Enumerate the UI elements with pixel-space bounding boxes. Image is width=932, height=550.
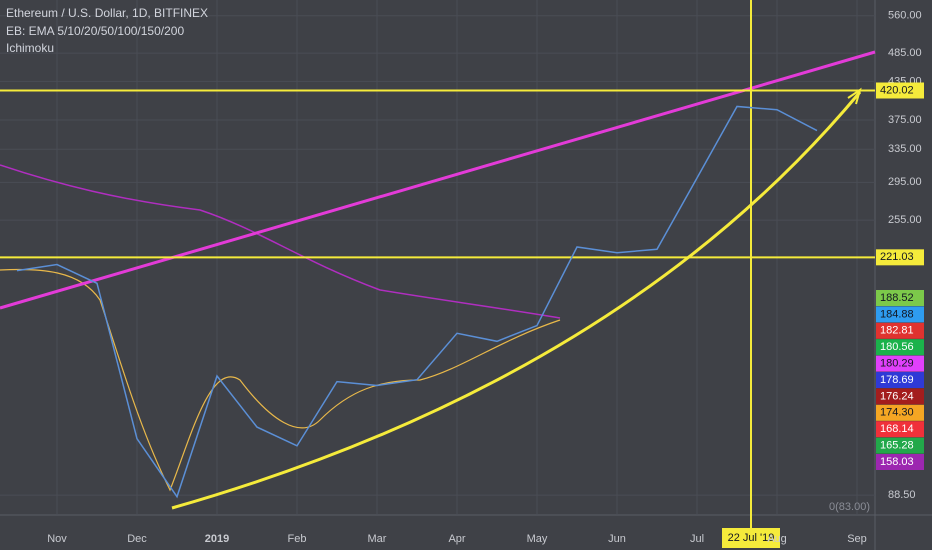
x-tick-label: Apr [448,533,465,545]
ema-label: 165.28 [880,440,914,452]
ema-label: 180.56 [880,341,914,353]
price-line-label: 420.02 [880,84,914,96]
ema-label: 188.52 [880,292,914,304]
ema-box [876,404,924,421]
y-tick-label: 295.00 [888,176,922,188]
fib-label: 0(83.00) [829,501,870,513]
y-tick-label: 255.00 [888,214,922,226]
crosshair-label: 22 Jul '19 [728,532,775,544]
ema-label: 180.29 [880,358,914,370]
ema-label: 182.81 [880,325,914,337]
y-tick-label: 335.00 [888,143,922,155]
ema-label: 168.14 [880,423,914,435]
x-tick-label: 2019 [205,533,229,545]
trend-line [0,50,876,310]
ema-box [876,454,924,470]
ema-box [876,306,924,323]
x-tick-label: Sep [847,533,867,545]
x-tick-label: May [527,533,548,545]
ema-label: 176.24 [880,390,914,402]
ema-box [876,290,924,306]
ema-label: 174.30 [880,407,914,419]
ema-box [876,322,924,339]
ema-label: 158.03 [880,456,914,468]
ema-box [876,339,924,356]
indicator: EB: EMA 5/10/20/50/100/150/200 [6,24,184,38]
ema-box [876,372,924,388]
y-tick-label: 375.00 [888,114,922,126]
price-line-series [16,105,818,499]
ema-fast [0,268,561,492]
x-tick-label: Dec [127,533,147,545]
x-tick-label: Jul [690,533,704,545]
x-tick-label: Aug [767,533,787,545]
ema-box [876,388,924,405]
price-line-label: 221.03 [880,251,914,263]
chart-title: Ethereum / U.S. Dollar, 1D, BITFINEX [6,6,208,20]
y-tick-label: 88.50 [888,489,916,501]
ema-200 [0,164,561,319]
ema-box [876,355,924,372]
y-tick-label: 485.00 [888,47,922,59]
x-tick-label: Mar [368,533,387,545]
price-line-box [876,82,924,99]
price-line-box [876,249,924,266]
support-curve [171,91,862,510]
indicator: Ichimoku [6,41,54,55]
ema-box [876,421,924,438]
ema-label: 178.69 [880,374,914,386]
x-tick-label: Feb [288,533,307,545]
x-tick-label: Nov [47,533,67,545]
crosshair-box [722,528,780,548]
ema-box [876,437,924,454]
x-tick-label: Jun [608,533,626,545]
y-tick-label: 560.00 [888,10,922,22]
ema-label: 184.88 [880,308,914,320]
